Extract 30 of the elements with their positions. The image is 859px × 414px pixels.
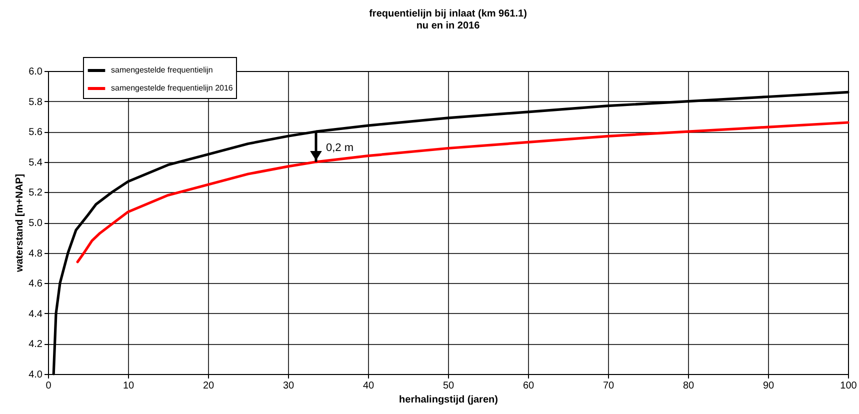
x-tick-label: 50 (442, 380, 454, 392)
y-tick-label: 5.2 (28, 188, 43, 199)
y-tick-label: 4.8 (28, 248, 43, 260)
y-tick-label: 5.8 (28, 96, 43, 108)
y-tick-label: 6.0 (28, 66, 43, 78)
legend-label: samengestelde frequentielijn (111, 66, 213, 74)
y-tick-label: 4.2 (28, 339, 43, 350)
y-tick-label: 4.0 (28, 370, 43, 380)
x-axis-title: herhalingstijd (jaren) (399, 394, 498, 406)
y-tick-label: 5.6 (28, 127, 43, 138)
x-tick-label: 70 (602, 380, 614, 392)
x-tick-label: 30 (282, 380, 294, 392)
annotation: 0,2 m (326, 142, 354, 154)
x-tick-label: 40 (362, 380, 374, 392)
line-series (76, 121, 850, 264)
y-tick-label: 4.6 (28, 278, 43, 290)
x-tick-label: 90 (762, 380, 774, 392)
x-tick-label: 80 (682, 380, 694, 392)
x-tick-label: 20 (202, 380, 214, 392)
x-tick-label: 10 (122, 380, 134, 392)
x-tick-label: 100 (840, 380, 858, 392)
legend-label: samengestelde frequentielijn 2016 (111, 84, 234, 92)
x-tick-label: 0 (46, 380, 52, 392)
y-tick-label: 4.4 (28, 308, 43, 320)
y-tick-label: 5.0 (28, 218, 43, 229)
x-tick-label: 60 (522, 380, 534, 392)
y-axis-title: waterstand [m+NAP] (14, 174, 26, 274)
chart-title: frequentielijn bij inlaat (km 961.1) (369, 8, 527, 20)
chart-subtitle: nu en in 2016 (416, 20, 480, 32)
y-tick-label: 5.4 (28, 157, 43, 168)
